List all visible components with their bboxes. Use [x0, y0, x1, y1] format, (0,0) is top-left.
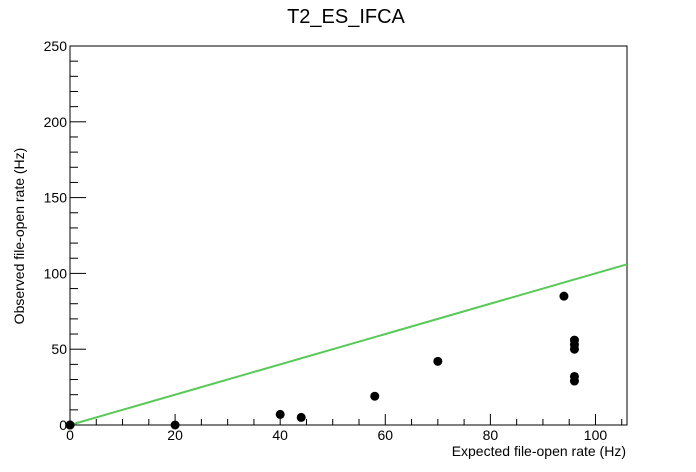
x-tick-label: 0 [66, 427, 74, 443]
data-point [569, 376, 579, 386]
y-axis-label: Observed file-open rate (Hz) [11, 148, 27, 325]
x-tick-label: 40 [272, 427, 288, 443]
y-tick-label: 100 [44, 265, 68, 281]
data-point [296, 412, 306, 422]
reference-line [69, 263, 628, 426]
x-tick-label: 60 [377, 427, 393, 443]
data-point [170, 420, 180, 430]
data-point [65, 420, 75, 430]
x-tick-label: 20 [167, 427, 183, 443]
y-tick-label: 250 [44, 38, 68, 54]
data-point [370, 391, 380, 401]
y-tick-label: 150 [44, 190, 68, 206]
chart-title: T2_ES_IFCA [287, 6, 405, 28]
data-point [569, 344, 579, 354]
x-tick-label: 80 [483, 427, 499, 443]
data-points [65, 291, 579, 430]
data-point [433, 356, 443, 366]
reference-line-group [69, 263, 628, 426]
plot-frame [69, 45, 628, 426]
y-tick-label: 50 [51, 341, 67, 357]
data-point [275, 409, 285, 419]
y-tick-label: 0 [59, 417, 67, 433]
axis-ticks: 0 20 40 60 80 100 0 50 100 150 200 250 [44, 38, 623, 443]
x-axis-label: Expected file-open rate (Hz) [452, 443, 626, 459]
x-tick-label: 100 [584, 427, 608, 443]
data-point [559, 291, 569, 301]
y-tick-label: 200 [44, 114, 68, 130]
